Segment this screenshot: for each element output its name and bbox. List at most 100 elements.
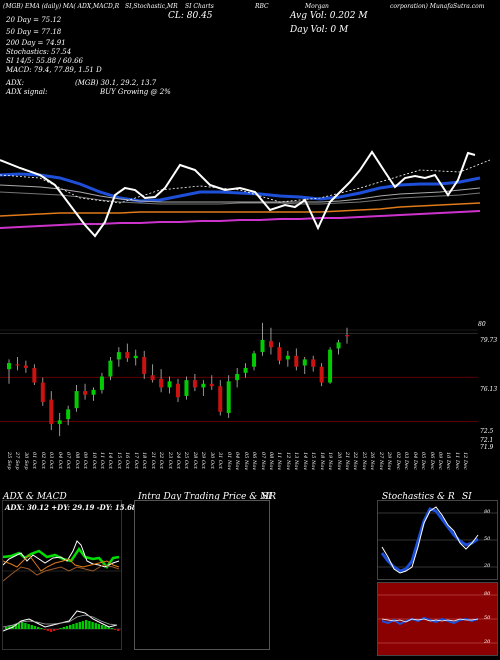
- stochastics-panel: 80 50 20: [377, 500, 498, 580]
- candle-body: [133, 355, 138, 359]
- intraday-si: SI: [262, 492, 272, 502]
- candle-body: [7, 363, 11, 370]
- macd-bar: [8, 626, 11, 629]
- adx-macd-title: ADX & MACD: [3, 492, 67, 502]
- macd-bar: [27, 624, 30, 629]
- header-si: SI Charts: [185, 3, 214, 10]
- day-volume: Day Vol: 0 M: [290, 25, 349, 35]
- ema200-line: [0, 202, 481, 217]
- stoch-si: SI: [462, 492, 472, 502]
- date-label: 04 Oct: [56, 452, 63, 469]
- macd-bar: [117, 629, 120, 631]
- macd-bar: [43, 629, 46, 630]
- rsi-chart: [378, 594, 497, 644]
- macd-bar: [37, 627, 40, 629]
- candle-body: [336, 342, 341, 349]
- candle-body: [83, 391, 88, 395]
- date-label: 22 Nov: [352, 452, 359, 471]
- candle-body: [49, 399, 54, 424]
- date-label: 26 Nov: [369, 452, 376, 471]
- extra-ma-line: [0, 210, 481, 229]
- adx-signal-value: BUY Growing @ 2%: [100, 88, 171, 96]
- intraday-panel: [134, 500, 270, 650]
- candle-body: [167, 381, 172, 388]
- macd-bar: [24, 623, 27, 629]
- header-symbol: (MGB) EMA (daily) MA( ADX,MACD,R: [3, 3, 120, 10]
- candle-body: [294, 355, 299, 367]
- adx-macd-panel: ADX: 30.12 +DY: 29.19 -DY: 15.68: [2, 500, 137, 650]
- date-label: 25 Nov: [360, 452, 367, 471]
- macd-bar: [21, 622, 24, 629]
- candle-body: [176, 383, 180, 398]
- candle-body: [218, 386, 223, 412]
- date-label: 18 Oct: [141, 452, 148, 469]
- candle-body: [243, 367, 248, 373]
- avg-volume: Avg Vol: 0.202 M: [290, 11, 368, 21]
- candle-body: [99, 376, 104, 390]
- date-label: 15 Oct: [115, 452, 122, 469]
- date-label: 23 Oct: [166, 452, 173, 469]
- date-label: 03 Oct: [48, 452, 55, 469]
- date-label: 25 Oct: [183, 452, 190, 469]
- stoch-level-50: 50: [484, 536, 491, 542]
- candlesticks: [7, 322, 349, 437]
- intraday-title: Intra Day Trading Price & MR: [138, 492, 277, 502]
- candle-body: [201, 383, 206, 388]
- macd-bar: [14, 624, 17, 629]
- date-label: 27 Nov: [377, 452, 384, 471]
- candle-body: [74, 391, 79, 409]
- macd-bar: [88, 621, 91, 629]
- candle-body: [23, 365, 28, 368]
- stat-50day: 50 Day = 77.18: [6, 28, 62, 36]
- date-label: 06 Nov: [251, 452, 258, 471]
- date-label: 04 Dec: [411, 452, 418, 470]
- date-label: 04 Nov: [234, 452, 241, 471]
- date-label: 25 Sep: [6, 452, 12, 470]
- macd-bar: [75, 623, 78, 629]
- date-label: 09 Dec: [436, 452, 443, 470]
- macd-bar: [40, 628, 43, 629]
- price-label-top: 80: [478, 321, 486, 328]
- macd-bar: [85, 620, 88, 629]
- date-label: 05 Dec: [420, 452, 427, 470]
- adx-readout: ADX: 30.12 +DY: 29.19 -DY: 15.68: [5, 503, 137, 512]
- macd-bar: [59, 628, 62, 629]
- date-label: 09 Oct: [82, 452, 89, 469]
- date-label: 06 Dec: [428, 452, 435, 470]
- candle-body: [311, 359, 316, 367]
- rsi-level-50: 50: [484, 615, 491, 621]
- date-label: 13 Nov: [293, 452, 300, 471]
- ema-grey-line: [0, 184, 481, 203]
- adx-value: (MGB) 30.1, 29.2, 13.7: [75, 79, 157, 87]
- macd-bar: [94, 623, 97, 629]
- date-label: 21 Nov: [344, 452, 350, 471]
- date-label: 24 Oct: [175, 452, 181, 469]
- rsi-panel: 80 50 20: [377, 582, 498, 656]
- candle-body: [345, 335, 349, 337]
- macd-bar: [91, 622, 94, 629]
- macd-bar: [78, 622, 81, 629]
- date-label: 05 Nov: [242, 452, 249, 471]
- rsi-level-20: 20: [484, 639, 491, 645]
- date-label: 08 Oct: [73, 452, 80, 469]
- candle-body: [319, 366, 324, 383]
- date-label: 22 Oct: [158, 452, 165, 469]
- ema50-line: [0, 172, 481, 203]
- candle-body: [32, 367, 37, 383]
- macd-bar: [5, 627, 8, 629]
- candle-body: [40, 382, 45, 403]
- date-label: 02 Dec: [394, 452, 401, 470]
- date-label: 12 Dec: [462, 452, 469, 470]
- candle-body: [66, 409, 71, 420]
- date-label: 18 Nov: [318, 452, 325, 471]
- candle-body: [159, 378, 164, 388]
- date-label: 14 Oct: [107, 452, 114, 469]
- candle-body: [192, 380, 197, 388]
- date-label: 08 Nov: [267, 452, 274, 471]
- price-label-3: 72.5: [480, 428, 494, 435]
- date-label: 14 Nov: [301, 452, 308, 471]
- candle-body: [277, 347, 282, 361]
- date-label: 01 Nov: [225, 452, 232, 471]
- candle-body: [150, 375, 155, 381]
- stochastics-chart: [378, 506, 497, 574]
